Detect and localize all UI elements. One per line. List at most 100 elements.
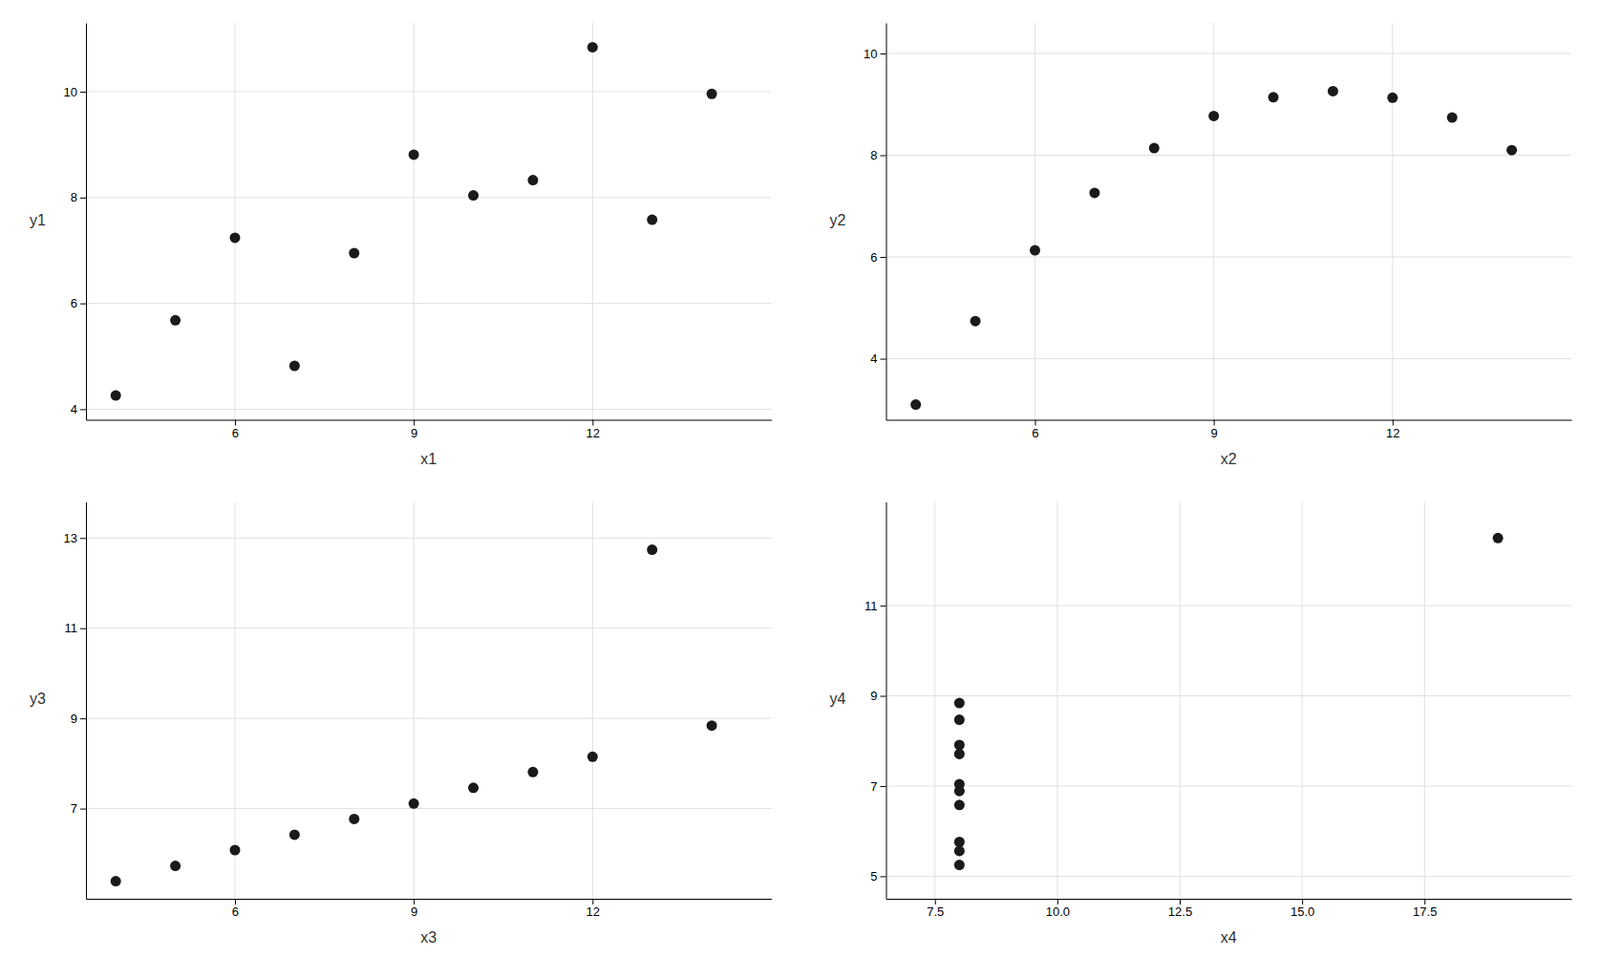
y-axis-title: y3	[29, 690, 46, 707]
y-tick: 10	[863, 46, 886, 62]
grid-line-y	[85, 627, 772, 629]
y-tick-label: 10	[863, 46, 877, 62]
y-tick-label: 7	[870, 779, 877, 794]
x-tick-label: 6	[232, 904, 239, 919]
y-axis: 4 6 8 10	[863, 23, 887, 422]
x-axis: 7.5 10.0 12.5 15.0 17.5	[886, 898, 1573, 919]
y-tick-label: 11	[864, 598, 878, 614]
point	[587, 751, 598, 763]
point	[527, 174, 538, 186]
y-tick-label: 8	[870, 148, 877, 163]
grid-line-x	[1424, 502, 1426, 900]
y-tick: 4	[870, 351, 886, 366]
y-axis: 791113	[64, 502, 87, 900]
point	[1088, 187, 1100, 198]
x-tick: 9	[410, 898, 418, 919]
x-tick: 10.0	[1045, 898, 1070, 919]
x-tick-label: 7.5	[926, 904, 944, 919]
y-tick-mark	[80, 628, 86, 630]
x-tick-label: 6	[232, 426, 239, 441]
grid-line-y	[85, 302, 772, 304]
x-tick-mark	[1392, 420, 1394, 427]
y-tick: 10	[64, 85, 86, 100]
point	[954, 799, 965, 811]
x-axis: 6 9 12	[86, 420, 773, 441]
grid-line-y	[886, 358, 1573, 360]
x-axis-line	[86, 898, 773, 900]
y-axis-title: y1	[29, 212, 46, 229]
x-tick: 9	[410, 420, 418, 441]
point	[110, 390, 122, 402]
point	[646, 544, 658, 555]
x-tick-label: 10.0	[1045, 904, 1070, 919]
x-tick: 6	[232, 898, 239, 919]
grid-line-x	[234, 502, 235, 900]
points	[954, 533, 1504, 871]
panel: 6912791113x3y3	[29, 502, 772, 947]
y-tick: 8	[70, 190, 86, 205]
grid-line-x	[413, 502, 415, 900]
y-tick: 9	[870, 688, 886, 704]
y-tick: 11	[864, 598, 887, 614]
chart-root: 691246810x1y1691246810x2y26912791113x3y3…	[0, 0, 1600, 958]
x-tick-label: 12.5	[1168, 904, 1193, 919]
y-axis: 57911	[864, 502, 887, 900]
x-tick-label: 9	[1211, 426, 1218, 441]
grid-line-y	[85, 91, 772, 93]
y-tick-label: 4	[870, 351, 877, 366]
grid-line-x	[1213, 22, 1215, 421]
x-tick: 6	[1031, 420, 1039, 441]
point	[954, 748, 965, 760]
x-tick-mark	[592, 420, 594, 427]
x-tick-label: 17.5	[1412, 904, 1437, 919]
x-axis-line	[886, 898, 1573, 900]
grid-line-y	[886, 695, 1573, 697]
x-tick-mark	[234, 420, 236, 427]
point	[954, 786, 965, 797]
x-tick: 15.0	[1290, 898, 1315, 919]
y-axis-line	[85, 23, 87, 422]
point	[170, 860, 181, 872]
point	[229, 232, 240, 243]
x-tick: 12	[1386, 420, 1400, 441]
point	[527, 767, 538, 778]
grid	[886, 22, 1573, 421]
point	[646, 214, 658, 226]
x-tick-label: 12	[1386, 426, 1400, 441]
point	[1327, 85, 1339, 97]
point	[954, 739, 965, 750]
point	[1493, 533, 1504, 544]
grid-line-x	[592, 22, 594, 421]
grid	[85, 22, 772, 421]
point	[468, 782, 479, 793]
grid-line-x	[1179, 502, 1181, 900]
point	[229, 845, 240, 856]
x-tick-mark	[1424, 898, 1426, 905]
y-axis-line	[886, 23, 888, 422]
y-tick-label: 9	[870, 688, 877, 704]
x-tick-label: 15.0	[1290, 904, 1315, 919]
y-axis-title: y4	[830, 690, 847, 707]
grid-line-x	[413, 22, 415, 421]
point	[1506, 145, 1517, 156]
y-tick-mark	[880, 875, 887, 877]
grid-line-x	[1056, 502, 1058, 900]
x-tick-mark	[1034, 420, 1036, 427]
y-axis-line	[85, 502, 87, 900]
point	[954, 714, 965, 726]
x-axis: 6912	[86, 898, 773, 919]
point	[348, 813, 360, 825]
x-tick-mark	[1057, 898, 1059, 905]
grid-line-y	[886, 785, 1573, 787]
y-tick-label: 4	[70, 402, 78, 417]
grid	[886, 502, 1573, 900]
x-tick-mark	[413, 898, 415, 905]
x-tick: 12	[586, 420, 600, 441]
x-tick: 17.5	[1412, 898, 1437, 919]
grid-line-y	[886, 256, 1573, 258]
x-tick-label: 9	[410, 904, 418, 919]
grid-line-x	[592, 502, 594, 900]
y-tick-mark	[80, 809, 86, 811]
points	[110, 544, 718, 887]
y-tick-label: 6	[870, 250, 877, 265]
